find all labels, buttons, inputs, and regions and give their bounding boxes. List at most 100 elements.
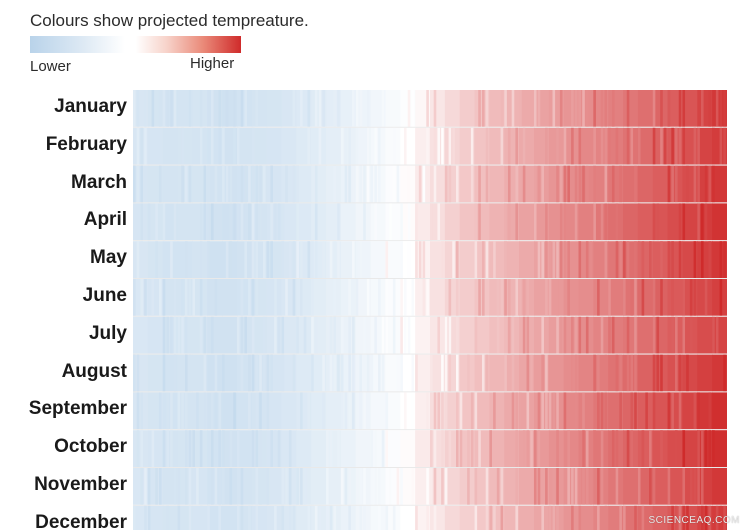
heatmap-stripe xyxy=(537,468,541,505)
heatmap-stripe xyxy=(712,165,715,203)
heatmap-stripe xyxy=(478,279,481,316)
heatmap-stripe xyxy=(593,203,596,241)
heatmap-stripe xyxy=(485,505,489,530)
heatmap-stripe xyxy=(199,90,203,127)
heatmap-stripe xyxy=(222,165,225,203)
month-label: December xyxy=(35,511,127,530)
heatmap-stripe xyxy=(155,241,158,278)
heatmap-cell xyxy=(266,90,283,127)
heatmap-stripe xyxy=(556,316,559,354)
heatmap-cell xyxy=(296,165,312,203)
heatmap-stripe xyxy=(652,203,656,241)
heatmap-stripe xyxy=(474,316,478,354)
heatmap-stripe xyxy=(366,279,370,316)
heatmap-stripe xyxy=(582,90,585,127)
heatmap-cell xyxy=(637,279,654,316)
heatmap-stripe xyxy=(559,90,563,127)
heatmap-stripe xyxy=(504,354,507,392)
heatmap-stripe xyxy=(437,203,441,241)
heatmap-stripe xyxy=(675,165,678,203)
heatmap-cell xyxy=(697,127,713,165)
heatmap-stripe xyxy=(233,392,236,430)
heatmap-stripe xyxy=(300,392,303,430)
heatmap-stripe xyxy=(626,127,630,165)
heatmap-stripe xyxy=(467,354,470,392)
heatmap-stripe xyxy=(229,165,233,203)
heatmap-stripe xyxy=(240,468,244,505)
heatmap-stripe xyxy=(559,165,563,203)
heatmap-stripe xyxy=(348,505,351,530)
heatmap-cell xyxy=(162,127,179,165)
heatmap-stripe xyxy=(701,505,704,530)
heatmap-stripe xyxy=(181,316,184,354)
heatmap-stripe xyxy=(255,165,259,203)
heatmap-stripe xyxy=(188,354,192,392)
heatmap-stripe xyxy=(210,127,214,165)
heatmap-stripe xyxy=(400,468,403,505)
heatmap-stripe xyxy=(229,468,233,505)
heatmap-stripe xyxy=(545,241,548,278)
heatmap-cell xyxy=(623,90,639,127)
heatmap-stripe xyxy=(526,430,530,467)
heatmap-stripe xyxy=(270,203,273,241)
heatmap-stripe xyxy=(519,165,522,203)
heatmap-stripe xyxy=(359,392,363,430)
heatmap-stripe xyxy=(337,430,340,467)
heatmap-stripe xyxy=(259,392,262,430)
heatmap-stripe xyxy=(207,505,210,530)
heatmap-stripe xyxy=(158,90,162,127)
heatmap-stripe xyxy=(660,279,663,316)
heatmap-stripe xyxy=(500,165,504,203)
heatmap-stripe xyxy=(537,430,541,467)
heatmap-cell xyxy=(326,392,342,430)
heatmap-stripe xyxy=(459,392,463,430)
heatmap-stripe xyxy=(151,279,155,316)
heatmap-cell xyxy=(459,90,476,127)
heatmap-stripe xyxy=(314,165,318,203)
heatmap-stripe xyxy=(719,127,723,165)
heatmap-stripe xyxy=(184,279,188,316)
heatmap-stripe xyxy=(285,279,288,316)
heatmap-cell xyxy=(459,241,476,278)
heatmap-stripe xyxy=(340,316,344,354)
heatmap-stripe xyxy=(248,279,251,316)
heatmap-stripe xyxy=(571,354,574,392)
heatmap-cell xyxy=(623,203,639,241)
heatmap-cell xyxy=(222,354,238,392)
heatmap-cell xyxy=(385,392,401,430)
row-separator xyxy=(133,391,727,393)
heatmap-stripe xyxy=(704,165,708,203)
heatmap-stripe xyxy=(196,392,199,430)
heatmap-cell xyxy=(266,468,283,505)
heatmap-stripe xyxy=(723,354,726,392)
heatmap-stripe xyxy=(251,165,255,203)
heatmap-stripe xyxy=(589,241,593,278)
heatmap-stripe xyxy=(210,468,214,505)
heatmap-stripe xyxy=(355,127,359,165)
heatmap-stripe xyxy=(682,203,686,241)
heatmap-stripe xyxy=(515,430,518,467)
heatmap-stripe xyxy=(285,468,288,505)
heatmap-stripe xyxy=(559,241,563,278)
heatmap-stripe xyxy=(248,505,251,530)
heatmap-stripe xyxy=(489,505,492,530)
heatmap-stripe xyxy=(444,316,448,354)
heatmap-stripe xyxy=(218,392,221,430)
heatmap-cell xyxy=(326,127,342,165)
heatmap-stripe xyxy=(626,90,630,127)
heatmap-stripe xyxy=(507,127,511,165)
heatmap-stripe xyxy=(251,279,255,316)
heatmap-stripe xyxy=(262,316,266,354)
heatmap-stripe xyxy=(270,241,273,278)
heatmap-stripe xyxy=(593,430,596,467)
heatmap-stripe xyxy=(281,316,285,354)
heatmap-stripe xyxy=(255,279,259,316)
heatmap-stripe xyxy=(548,279,552,316)
heatmap-stripe xyxy=(214,354,218,392)
heatmap-stripe xyxy=(326,468,329,505)
heatmap-stripe xyxy=(608,279,611,316)
heatmap-stripe xyxy=(184,468,188,505)
heatmap-cell xyxy=(311,279,327,316)
heatmap-stripe xyxy=(530,430,533,467)
